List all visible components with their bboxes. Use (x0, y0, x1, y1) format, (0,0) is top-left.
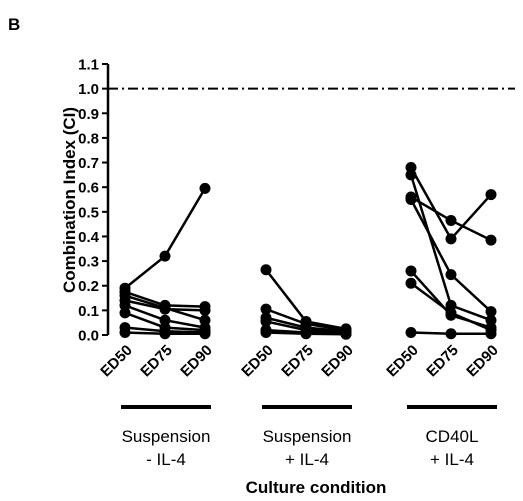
panel-label: B (8, 15, 20, 34)
data-point (485, 328, 497, 340)
data-point (445, 307, 457, 319)
group-label-line1: Suspension (263, 427, 352, 446)
data-point (405, 327, 417, 339)
x-tick-label: ED50 (238, 342, 277, 381)
x-tick-label: ED90 (318, 342, 357, 381)
data-point (159, 250, 171, 262)
y-tick-label: 0.8 (78, 130, 99, 147)
x-axis-title: Culture condition (246, 478, 387, 497)
series-line (409, 174, 492, 322)
data-point (260, 327, 272, 339)
data-point (260, 315, 272, 327)
data-point (445, 328, 457, 340)
group-label-line2: + IL-4 (285, 450, 329, 469)
data-point (159, 303, 171, 315)
y-tick-label: 0.3 (78, 254, 99, 271)
data-point (445, 269, 457, 281)
y-tick-label: 0.6 (78, 180, 99, 197)
data-point (445, 214, 457, 226)
x-tick-label: ED75 (137, 342, 176, 381)
group-labels-layer: Suspension - IL-4 Suspension + IL-4 CD40L + I… (121, 405, 497, 469)
data-point (405, 265, 417, 277)
data-point (199, 304, 211, 316)
group-label-line1: Suspension (122, 427, 211, 446)
data-point (445, 233, 457, 245)
data-point (485, 306, 497, 318)
data-point (485, 234, 497, 246)
y-tick-label: 1.0 (78, 81, 99, 98)
data-point (260, 264, 272, 276)
data-point (119, 327, 131, 339)
x-tick-label: ED75 (278, 342, 317, 381)
data-point (405, 194, 417, 205)
group-label-line2: - IL-4 (146, 450, 186, 469)
x-tick-label: ED90 (463, 342, 502, 381)
data-point (159, 328, 171, 340)
data-point (485, 189, 497, 201)
series-layer (119, 161, 497, 340)
data-point (119, 307, 131, 319)
y-tick-label: 1.1 (78, 57, 99, 74)
data-point (340, 328, 352, 340)
y-tick-label: 0.0 (78, 328, 99, 345)
y-tick-label: 0.2 (78, 278, 99, 295)
y-tick-label: 0.5 (78, 204, 99, 221)
x-tick-label: ED50 (97, 342, 136, 381)
data-point (405, 277, 417, 289)
x-tick-label: ED50 (383, 342, 422, 381)
data-point (300, 328, 312, 340)
group-label-line1: CD40L (426, 427, 479, 446)
data-point (199, 328, 211, 340)
y-tick-label: 0.4 (78, 229, 100, 246)
series-line (124, 187, 207, 290)
x-tick-label: ED75 (423, 342, 462, 381)
x-tick-label: ED90 (177, 342, 216, 381)
data-point (260, 303, 272, 315)
y-tick-label: 0.9 (78, 106, 99, 123)
y-tick-label: 0.1 (78, 303, 99, 320)
data-point (405, 169, 417, 181)
data-point (199, 182, 211, 194)
y-axis-title: Combination Index (CI) (60, 107, 79, 293)
y-tick-label: 0.7 (78, 155, 99, 172)
group-label-line2: + IL-4 (430, 450, 474, 469)
